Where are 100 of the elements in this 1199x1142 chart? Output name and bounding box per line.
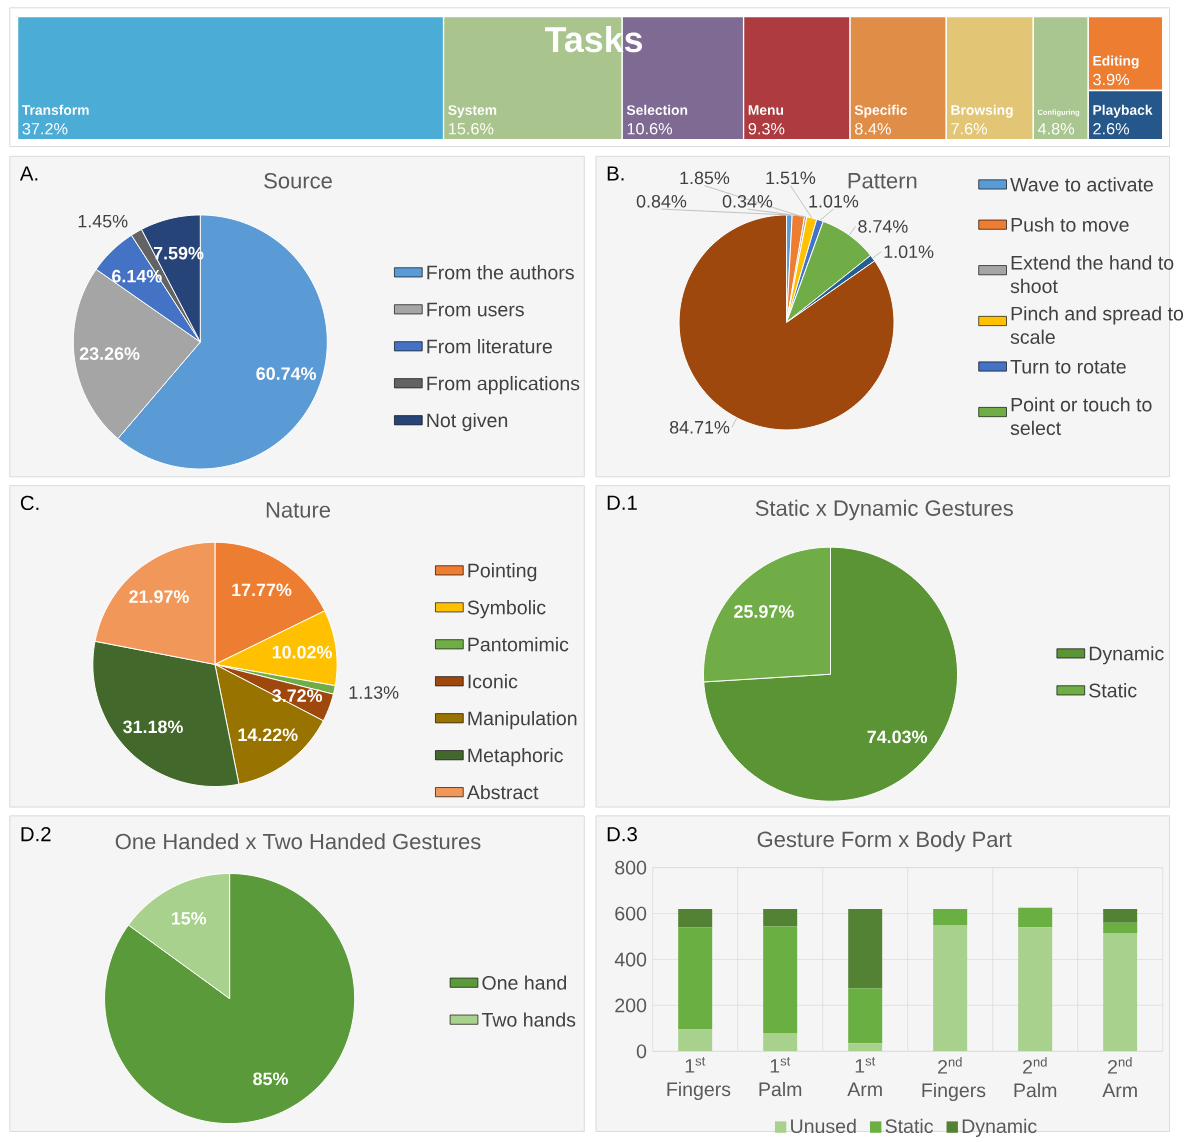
bar <box>1103 933 1138 1052</box>
data-label: 0.84% <box>636 195 687 208</box>
data-label: 8.74% <box>858 220 908 233</box>
y-tick-label: 400 <box>614 952 647 967</box>
data-label: 15.6% <box>449 123 494 135</box>
data-label: 31.18% <box>123 720 183 734</box>
legend-label: Pantomimic <box>468 637 569 652</box>
legend-label: Extend the hand to shoot <box>1010 255 1174 294</box>
data-label: 17.77% <box>232 583 292 597</box>
legend-label: From literature <box>427 339 552 354</box>
data-label: 0.34% <box>722 195 773 208</box>
bar <box>763 909 798 927</box>
bar <box>848 1043 883 1052</box>
data-label: 1.45% <box>78 214 128 228</box>
x-tick-label: 1$^{st}$ Fingers <box>667 1057 731 1101</box>
y-tick-label: 0 <box>636 1044 647 1059</box>
data-label: 10.02% <box>272 645 332 659</box>
bar <box>848 909 883 989</box>
data-label: 37.2% <box>22 123 68 135</box>
text: C. <box>20 495 39 511</box>
bar <box>763 926 798 1034</box>
legend-label: From users <box>427 302 524 317</box>
legend-label: Iconic <box>468 674 518 689</box>
bar <box>678 1029 713 1052</box>
bar <box>933 909 968 926</box>
chart-title: One Handed x Two Handed Gestures <box>115 833 481 850</box>
data-label: 10.6% <box>627 123 673 135</box>
text: D.3 <box>607 827 637 842</box>
bar <box>678 927 713 1030</box>
chart-title: Static x Dynamic Gestures <box>755 499 1013 521</box>
legend-label: Two hands <box>481 1012 576 1027</box>
data-label: 1.01% <box>809 195 859 208</box>
category-label: Browsing <box>951 104 1013 118</box>
bar <box>678 909 713 928</box>
category-label: System <box>448 105 497 118</box>
text: D.2 <box>21 827 51 842</box>
bar <box>1018 927 1053 1052</box>
y-tick-label: 600 <box>615 906 647 921</box>
chart-title: Nature <box>266 502 331 518</box>
data-label: 8.4% <box>855 123 891 135</box>
legend-label: Push to move <box>1011 217 1129 232</box>
legend-label: Pinch and spread to scale <box>1010 306 1184 345</box>
category-label: Menu <box>748 105 784 116</box>
legend-label: From the authors <box>427 265 574 280</box>
x-tick-label: 2$^{nd}$ Fingers <box>922 1057 986 1102</box>
bar <box>763 1033 798 1052</box>
legend-label: Symbolic <box>467 600 546 619</box>
data-label: 7.6% <box>951 123 988 135</box>
data-label: 15% <box>171 912 207 925</box>
data-label: 2.6% <box>1093 123 1130 135</box>
bar <box>848 988 883 1044</box>
data-label: 21.97% <box>129 590 189 604</box>
data-label: 60.74% <box>256 367 317 381</box>
y-tick-label: 200 <box>615 998 647 1013</box>
data-label: 1.13% <box>349 686 399 699</box>
legend-label: Turn to rotate <box>1010 360 1126 374</box>
data-label: 84.71% <box>669 421 730 434</box>
category-label: Editing <box>1093 55 1139 69</box>
legend-label: Static <box>1089 683 1137 698</box>
legend-label: Point or touch to select <box>1010 397 1152 436</box>
legend-label: Dynamic <box>962 1118 1037 1138</box>
data-label: 25.97% <box>734 605 794 618</box>
data-label: 74.03% <box>867 730 928 744</box>
legend-label: Dynamic <box>1089 646 1164 665</box>
legend-label: Static <box>885 1118 933 1134</box>
data-label: 9.3% <box>748 123 785 135</box>
y-tick-label: 800 <box>615 860 647 875</box>
legend-label: Metaphoric <box>468 748 563 767</box>
text: B. <box>607 166 624 181</box>
text: A. <box>19 166 38 181</box>
data-label: 85% <box>253 1072 288 1086</box>
legend-label: Abstract <box>466 784 539 800</box>
chart-title: Source <box>264 173 332 189</box>
data-label: 14.22% <box>238 728 298 742</box>
data-label: 23.26% <box>79 347 140 361</box>
chart-title: Pattern <box>848 173 917 189</box>
data-label: 3.9% <box>1093 73 1130 86</box>
chart-title: Gesture Form x Body Part <box>757 831 1012 852</box>
text: D.1 <box>607 495 637 510</box>
category-label: 1$^{st}$ Arm <box>847 1057 882 1097</box>
data-label: 3.72% <box>272 689 323 703</box>
category-label: Selection <box>626 104 688 116</box>
data-label: 4.8% <box>1037 123 1075 135</box>
category-label: 2$^{nd}$ Arm <box>1102 1057 1137 1098</box>
legend-label: From applications <box>427 376 580 395</box>
bar <box>1103 909 1138 923</box>
legend-label: Not given <box>427 413 508 432</box>
legend-label: Pointing <box>468 563 537 582</box>
category-label: Playback <box>1093 104 1153 118</box>
x-tick-label: 2$^{nd}$ Palm <box>1014 1057 1057 1098</box>
bar <box>1018 907 1053 928</box>
bar <box>933 925 968 1052</box>
legend-label: Manipulation <box>468 711 577 730</box>
data-label: 1.85% <box>680 171 730 185</box>
data-label: 1.01% <box>884 245 934 259</box>
legend-label: Wave to activate <box>1010 177 1153 192</box>
x-tick-label: 1$^{st}$ Palm <box>759 1057 802 1097</box>
legend-label: One hand <box>482 975 567 990</box>
bar <box>1103 922 1138 934</box>
legend-label: Unused <box>791 1118 856 1134</box>
